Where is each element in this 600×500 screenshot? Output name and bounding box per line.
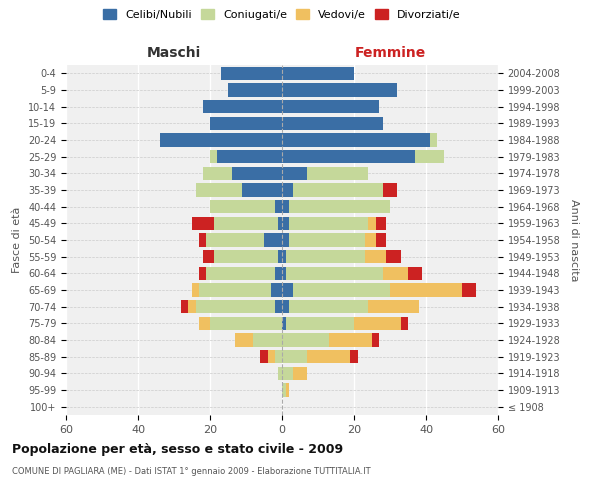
Bar — [196, 300, 275, 314]
Bar — [203, 250, 214, 264]
Bar — [282, 316, 286, 330]
Bar — [286, 266, 383, 280]
Bar — [282, 384, 286, 396]
Bar — [383, 184, 397, 196]
Bar — [390, 284, 462, 296]
Bar — [221, 66, 282, 80]
Bar — [286, 316, 354, 330]
Bar — [232, 166, 282, 180]
Bar — [401, 316, 408, 330]
Bar — [275, 200, 282, 213]
Bar — [282, 284, 293, 296]
Bar — [203, 166, 232, 180]
Bar — [210, 200, 275, 213]
Bar — [286, 384, 289, 396]
Bar — [217, 150, 282, 164]
Bar — [282, 150, 415, 164]
Bar — [235, 334, 253, 346]
Bar — [372, 334, 379, 346]
Bar — [271, 284, 282, 296]
Bar — [268, 350, 275, 364]
Bar — [192, 284, 199, 296]
Bar — [260, 350, 268, 364]
Bar — [282, 116, 383, 130]
Bar — [354, 316, 401, 330]
Bar — [199, 284, 271, 296]
Y-axis label: Anni di nascita: Anni di nascita — [569, 198, 579, 281]
Bar — [282, 234, 289, 246]
Bar — [264, 234, 282, 246]
Bar — [289, 216, 368, 230]
Bar — [275, 300, 282, 314]
Bar — [282, 184, 293, 196]
Bar — [282, 334, 329, 346]
Bar — [206, 234, 264, 246]
Bar — [210, 316, 282, 330]
Bar — [282, 250, 286, 264]
Bar — [329, 334, 372, 346]
Bar — [293, 184, 383, 196]
Bar — [307, 350, 350, 364]
Bar — [199, 266, 206, 280]
Bar — [282, 216, 289, 230]
Bar — [293, 366, 307, 380]
Bar — [307, 166, 368, 180]
Bar — [408, 266, 422, 280]
Legend: Celibi/Nubili, Coniugati/e, Vedovi/e, Divorziati/e: Celibi/Nubili, Coniugati/e, Vedovi/e, Di… — [100, 6, 464, 23]
Bar — [383, 266, 408, 280]
Bar — [228, 84, 282, 96]
Bar — [210, 116, 282, 130]
Bar — [376, 234, 386, 246]
Bar — [242, 184, 282, 196]
Text: Maschi: Maschi — [147, 46, 201, 60]
Bar — [206, 266, 275, 280]
Bar — [214, 216, 278, 230]
Bar — [430, 134, 437, 146]
Bar — [282, 366, 293, 380]
Bar — [282, 134, 430, 146]
Bar — [253, 334, 282, 346]
Bar — [368, 216, 376, 230]
Bar — [278, 216, 282, 230]
Bar — [160, 134, 282, 146]
Bar — [192, 216, 214, 230]
Bar — [210, 150, 217, 164]
Bar — [282, 100, 379, 114]
Bar — [289, 300, 368, 314]
Text: Femmine: Femmine — [355, 46, 425, 60]
Bar — [282, 66, 354, 80]
Bar — [365, 234, 376, 246]
Bar — [199, 234, 206, 246]
Bar — [289, 200, 390, 213]
Bar — [368, 300, 419, 314]
Bar — [282, 350, 307, 364]
Bar — [196, 184, 242, 196]
Bar — [462, 284, 476, 296]
Text: COMUNE DI PAGLIARA (ME) - Dati ISTAT 1° gennaio 2009 - Elaborazione TUTTITALIA.I: COMUNE DI PAGLIARA (ME) - Dati ISTAT 1° … — [12, 468, 371, 476]
Bar — [278, 366, 282, 380]
Bar — [282, 84, 397, 96]
Bar — [415, 150, 444, 164]
Bar — [214, 250, 278, 264]
Bar — [278, 250, 282, 264]
Bar — [199, 316, 210, 330]
Bar — [181, 300, 188, 314]
Bar — [282, 266, 286, 280]
Bar — [350, 350, 358, 364]
Bar — [275, 350, 282, 364]
Bar — [203, 100, 282, 114]
Bar — [376, 216, 386, 230]
Bar — [289, 234, 365, 246]
Bar — [282, 166, 307, 180]
Bar — [286, 250, 365, 264]
Bar — [386, 250, 401, 264]
Text: Popolazione per età, sesso e stato civile - 2009: Popolazione per età, sesso e stato civil… — [12, 442, 343, 456]
Bar — [275, 266, 282, 280]
Bar — [282, 300, 289, 314]
Y-axis label: Fasce di età: Fasce di età — [13, 207, 22, 273]
Bar — [188, 300, 196, 314]
Bar — [293, 284, 390, 296]
Bar — [282, 200, 289, 213]
Bar — [365, 250, 386, 264]
